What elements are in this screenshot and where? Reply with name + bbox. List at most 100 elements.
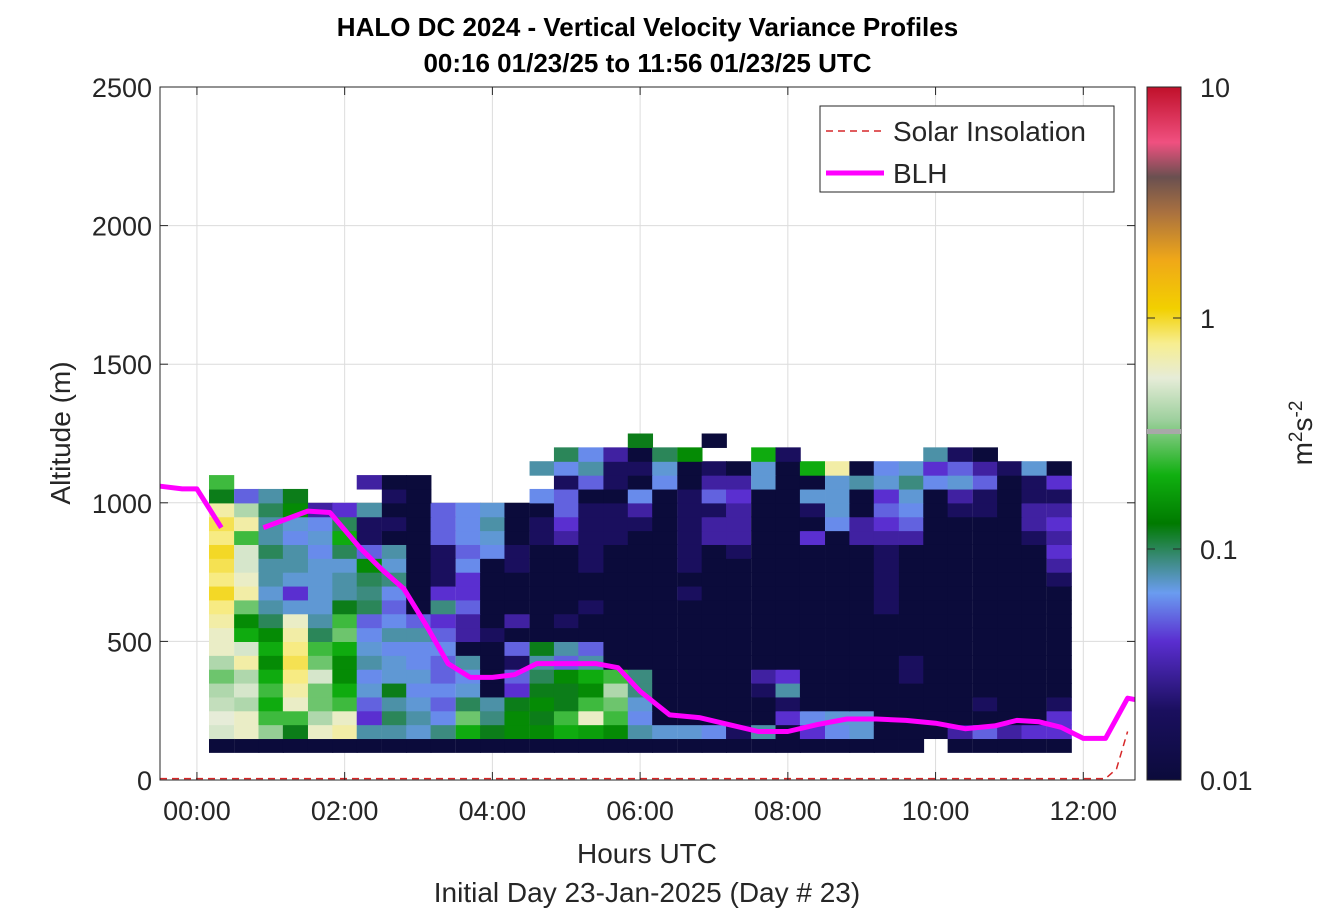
colorbar-ticks: 0.01 0.1 1 10 <box>1147 73 1253 796</box>
heatmap-cell <box>553 572 580 587</box>
heatmap-cell <box>677 641 703 656</box>
heatmap-cell <box>504 544 530 559</box>
heatmap-cell <box>627 502 654 518</box>
heatmap-cell <box>873 488 899 504</box>
y-tick-label: 2500 <box>92 73 152 103</box>
heatmap-cell <box>406 502 432 518</box>
heatmap-cell <box>947 530 973 545</box>
heatmap-cell <box>997 572 1023 587</box>
heatmap-cell <box>972 738 998 753</box>
heatmap-cell <box>381 669 408 684</box>
heatmap-cell <box>578 558 604 573</box>
heatmap-cell <box>282 710 309 726</box>
heatmap-cell <box>775 502 801 518</box>
heatmap-cell <box>455 696 481 712</box>
heatmap-cell <box>825 724 851 740</box>
heatmap-cell <box>307 558 334 573</box>
heatmap-cell <box>356 516 382 532</box>
heatmap-cell <box>1046 475 1072 490</box>
heatmap-cell <box>726 585 752 601</box>
heatmap-cell <box>208 710 235 726</box>
heatmap-cell <box>381 710 408 726</box>
heatmap-cell <box>947 488 973 504</box>
heatmap-cell <box>553 530 580 545</box>
heatmap-cell <box>677 599 703 615</box>
heatmap-cell <box>332 696 358 712</box>
heatmap-cell <box>381 655 408 670</box>
heatmap-cell <box>799 530 826 545</box>
heatmap-cell <box>307 669 334 684</box>
heatmap-cell <box>627 558 654 573</box>
heatmap-cell <box>529 738 555 753</box>
heatmap-cell <box>751 475 777 490</box>
heatmap-cell <box>997 461 1023 476</box>
heatmap-cell <box>873 475 899 490</box>
heatmap-cell <box>726 669 752 684</box>
heatmap-cell <box>504 599 530 615</box>
heatmap-cell <box>553 516 580 532</box>
heatmap-cell <box>258 599 284 615</box>
heatmap-cell <box>578 461 604 476</box>
heatmap-cell <box>775 710 801 726</box>
heatmap-cell <box>356 627 382 642</box>
heatmap-cell <box>775 738 801 753</box>
heatmap-cell <box>356 682 382 698</box>
heatmap-cell <box>972 502 998 518</box>
heatmap-cell <box>775 613 801 629</box>
heatmap-cell <box>972 710 998 726</box>
heatmap-cell <box>258 710 284 726</box>
heatmap-cell <box>356 585 382 601</box>
heatmap-cell <box>775 696 801 712</box>
heatmap-cell <box>381 724 408 740</box>
heatmap-cell <box>406 585 432 601</box>
heatmap-cell <box>947 682 973 698</box>
heatmap-cell <box>972 682 998 698</box>
heatmap-cell <box>282 530 309 545</box>
heatmap-cell <box>726 502 752 518</box>
heatmap-cell <box>997 530 1023 545</box>
x-tick-label: 08:00 <box>754 796 822 826</box>
heatmap-cell <box>825 461 851 476</box>
heatmap-cell <box>923 641 949 656</box>
heatmap-cell <box>947 655 973 670</box>
heatmap-cell <box>652 572 678 587</box>
heatmap-cell <box>504 710 530 726</box>
colorbar-tick-label: 10 <box>1200 73 1230 103</box>
heatmap-cell <box>677 558 703 573</box>
heatmap-cell <box>553 682 580 698</box>
heatmap-cell <box>356 475 382 490</box>
heatmap-cell <box>578 682 604 698</box>
heatmap-cell <box>652 599 678 615</box>
heatmap-cell <box>677 724 703 740</box>
heatmap-cell <box>652 724 678 740</box>
heatmap-cell <box>529 572 555 587</box>
heatmap-cell <box>726 475 752 490</box>
heatmap-cell <box>234 502 260 518</box>
heatmap-cell <box>849 724 875 740</box>
heatmap-cell <box>726 682 752 698</box>
heatmap-cell <box>873 613 899 629</box>
heatmap-cell <box>406 488 432 504</box>
heatmap-cell <box>701 516 727 532</box>
heatmap-cell <box>726 461 752 476</box>
heatmap-cell <box>972 447 998 462</box>
heatmap-cell <box>825 572 851 587</box>
heatmap-cell <box>775 475 801 490</box>
heatmap-cell <box>627 488 654 504</box>
heatmap-cell <box>430 572 456 587</box>
heatmap-cell <box>1046 738 1072 753</box>
heatmap-cell <box>529 544 555 559</box>
heatmap-cell <box>849 613 875 629</box>
heatmap-cell <box>553 447 580 462</box>
heatmap-cell <box>726 641 752 656</box>
heatmap-cell <box>701 433 727 448</box>
heatmap-cell <box>677 738 703 753</box>
heatmap-cell <box>825 558 851 573</box>
heatmap-cell <box>701 461 727 476</box>
heatmap-cell <box>898 613 925 629</box>
heatmap-cell <box>849 530 875 545</box>
chart-subtitle: 00:16 01/23/25 to 11:56 01/23/25 UTC <box>423 48 872 78</box>
heatmap-cell <box>307 599 334 615</box>
heatmap-cell <box>799 696 826 712</box>
x-tick-label: 04:00 <box>459 796 527 826</box>
